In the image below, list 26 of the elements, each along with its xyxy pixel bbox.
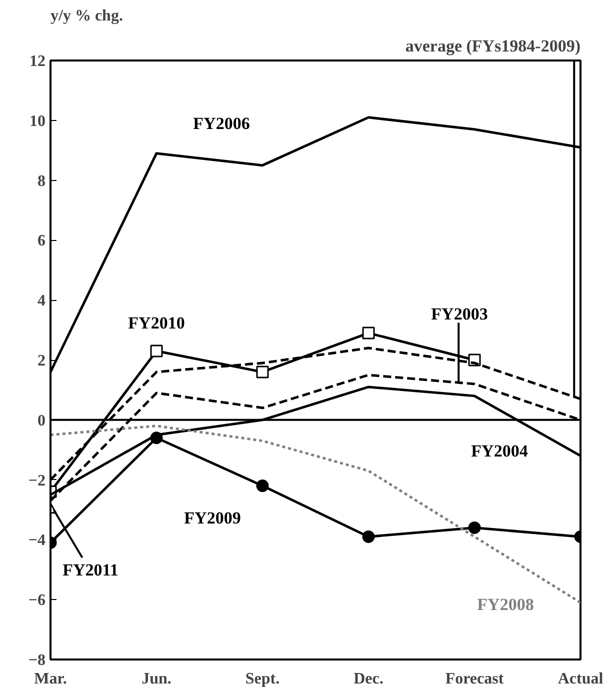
y-tick-label: −2 <box>28 472 46 490</box>
y-tick-label: −8 <box>28 652 46 669</box>
text: average (FYs1984-2009) <box>405 36 581 56</box>
y-tick-label: 2 <box>38 352 46 370</box>
y-tick-label: 6 <box>38 232 46 250</box>
x-tick-label: Mar. <box>34 670 67 688</box>
y-tick-label: 4 <box>38 292 46 310</box>
y-axis-title: y/y % chg. <box>50 8 123 24</box>
series-label: FY2008 <box>477 595 534 614</box>
x-tick-label: Jun. <box>142 670 172 688</box>
x-tick-label: Actual <box>558 670 604 688</box>
y-tick-label: 0 <box>38 412 46 430</box>
series-label: FY2006 <box>193 114 250 133</box>
x-tick-label: Forecast <box>445 670 504 688</box>
series-label: FY2010 <box>128 314 185 333</box>
y-tick-label: 10 <box>30 112 46 130</box>
x-tick-label: Sept. <box>245 670 280 688</box>
series-label: FY2009 <box>184 508 241 528</box>
y-tick-label: 12 <box>30 53 46 70</box>
y-tick-label: −6 <box>28 592 46 610</box>
y-tick-label: −4 <box>28 532 46 550</box>
text: FY2011 <box>62 560 118 580</box>
x-tick-label: Dec. <box>354 670 384 688</box>
text: FY2003 <box>431 304 488 324</box>
y-tick-label: 8 <box>38 172 46 190</box>
series-label: FY2004 <box>471 441 528 460</box>
